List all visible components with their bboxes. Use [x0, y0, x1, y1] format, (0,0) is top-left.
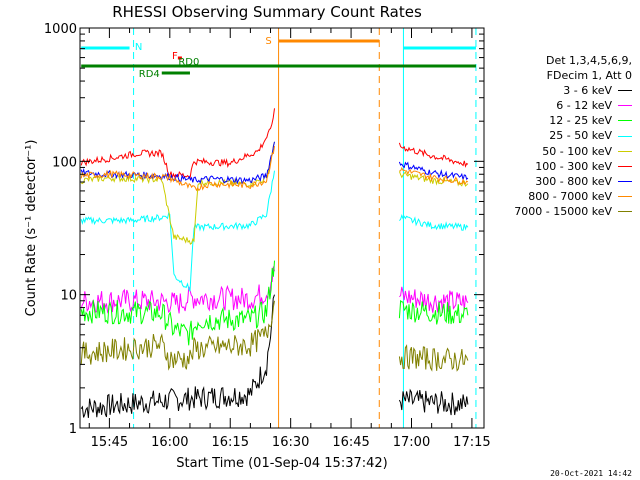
legend-swatch [618, 135, 632, 137]
legend-entry-3: 25 - 50 keV [514, 128, 632, 143]
series-line-0-0 [80, 294, 275, 418]
series-line-6-0 [80, 141, 275, 185]
legend-entry-6: 300 - 800 keV [514, 174, 632, 189]
y-axis-label: Count Rate (s⁻¹ detector⁻¹) [24, 140, 39, 317]
series-line-2-0 [80, 260, 275, 346]
legend-swatch [618, 165, 632, 167]
legend-entry-7: 800 - 7000 keV [514, 189, 632, 204]
legend-entry-label: 12 - 25 keV [549, 114, 612, 128]
chart-title: RHESSI Observing Summary Count Rates [112, 3, 422, 21]
legend-entry-label: 25 - 50 keV [549, 129, 612, 143]
flag-label-4: F [172, 51, 178, 62]
x-tick-label-2: 16:15 [212, 435, 249, 450]
legend-entry-label: 800 - 7000 keV [528, 189, 612, 203]
legend-swatch [618, 105, 632, 107]
series-line-5-1 [398, 142, 469, 168]
generation-timestamp: 20-Oct-2021 14:42 [550, 469, 632, 478]
series-line-8-0 [80, 300, 275, 371]
x-tick-label-4: 16:45 [332, 435, 369, 450]
x-axis-label: Start Time (01-Sep-04 15:37:42) [176, 456, 387, 471]
legend-entry-0: 3 - 6 keV [514, 83, 632, 98]
legend-swatch [618, 120, 632, 122]
legend-swatch [618, 180, 632, 182]
flag-label-5: RD0 [178, 57, 199, 68]
legend-entry-1: 6 - 12 keV [514, 98, 632, 113]
series-line-5-0 [80, 108, 275, 180]
legend-entry-5: 100 - 300 keV [514, 159, 632, 174]
axis-ticks: 1 10 100 1000 15:45 16:00 16:15 16:30 16:45 17:00… [44, 22, 491, 450]
legend: Det 1,3,4,5,6,9, FDecim 1, Att 0 3 - 6 k… [514, 53, 632, 219]
x-tick-label-3: 16:30 [272, 435, 309, 450]
legend-entry-2: 12 - 25 keV [514, 113, 632, 128]
x-tick-label-1: 16:00 [151, 435, 188, 450]
legend-entry-4: 50 - 100 keV [514, 144, 632, 159]
legend-swatch [618, 210, 632, 212]
flag-label-0: N [135, 42, 142, 53]
series-line-1-1 [399, 286, 469, 314]
legend-items: 3 - 6 keV 6 - 12 keV 12 - 25 keV 25 - 50 ke… [514, 83, 632, 219]
x-tick-label-6: 17:15 [453, 435, 490, 450]
legend-entry-label: 100 - 300 keV [535, 159, 612, 173]
series-line-3-0 [80, 170, 275, 292]
plot-frame [79, 27, 485, 429]
series-line-7-1 [399, 166, 469, 185]
y-tick-label-0: 1 [69, 422, 77, 437]
y-tick-label-1: 10 [60, 289, 77, 304]
series-line-0-1 [398, 388, 469, 416]
y-tick-label-2: 100 [52, 155, 77, 170]
series-line-6-1 [398, 161, 469, 181]
flag-label-6: RD4 [139, 69, 160, 80]
series-line-8-1 [398, 344, 469, 372]
series-line-7-0 [80, 146, 275, 192]
flag-label-2: S [265, 36, 271, 47]
legend-header-decimation: FDecim 1, Att 0 [546, 69, 632, 83]
legend-entry-label: 3 - 6 keV [563, 84, 612, 98]
legend-entry-8: 7000 - 15000 keV [514, 204, 632, 219]
series-line-1-0 [80, 266, 275, 314]
legend-swatch [618, 90, 632, 92]
legend-entry-label: 50 - 100 keV [542, 144, 612, 158]
legend-swatch [618, 195, 632, 197]
series-line-3-1 [399, 214, 469, 231]
series-line-2-1 [398, 299, 469, 325]
legend-swatch [618, 150, 632, 152]
legend-entry-label: 300 - 800 keV [535, 174, 612, 188]
legend-entry-label: 6 - 12 keV [556, 99, 612, 113]
x-tick-label-5: 17:00 [393, 435, 430, 450]
legend-header-detectors: Det 1,3,4,5,6,9, [545, 54, 632, 67]
legend-entry-label: 7000 - 15000 keV [514, 204, 612, 218]
x-tick-label-0: 15:45 [91, 435, 128, 450]
series-line-4-1 [398, 171, 469, 187]
y-tick-label-3: 1000 [44, 22, 77, 37]
